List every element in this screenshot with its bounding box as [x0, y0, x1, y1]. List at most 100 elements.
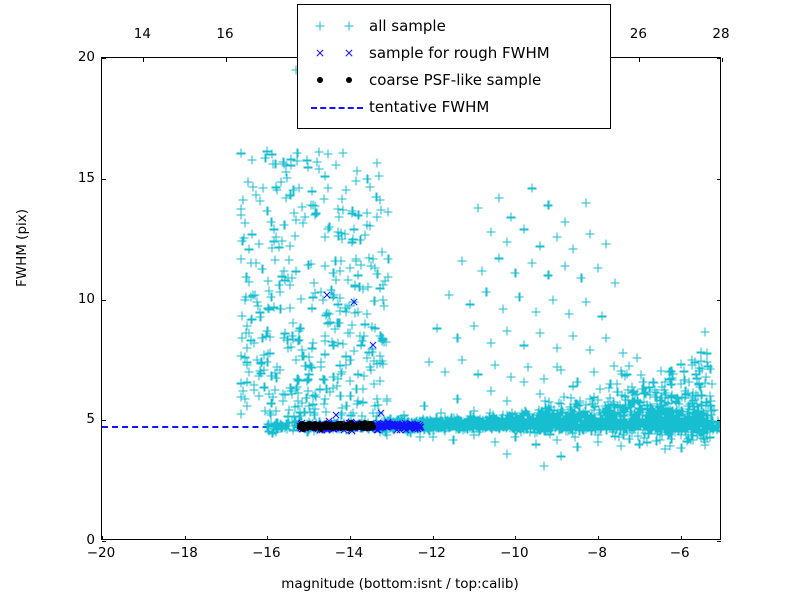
plus-marker [289, 208, 299, 218]
plus-marker [337, 194, 347, 204]
plus-marker [320, 336, 330, 346]
legend-item[interactable]: coarse PSF-like sample [307, 66, 601, 93]
plus-marker [369, 296, 379, 306]
plus-marker [263, 303, 273, 313]
plus-marker [565, 422, 575, 432]
plus-marker [629, 386, 639, 396]
plus-marker [351, 256, 361, 266]
plus-marker [291, 215, 301, 225]
legend-item[interactable]: all sample [307, 12, 601, 39]
plus-marker [519, 224, 529, 234]
plus-marker [502, 326, 512, 336]
plus-marker [283, 343, 293, 353]
plus-marker [568, 381, 578, 391]
plus-marker [334, 212, 344, 222]
plus-marker [247, 229, 257, 239]
plus-marker [332, 381, 342, 391]
plus-marker [244, 367, 254, 377]
plus-marker [237, 311, 247, 321]
plus-marker [613, 402, 623, 412]
plus-marker [309, 278, 319, 287]
plus-marker [238, 195, 248, 205]
plus-marker [333, 299, 343, 309]
plus-marker [292, 374, 302, 384]
plus-marker [514, 292, 524, 302]
plus-marker [399, 410, 409, 420]
plus-marker [262, 357, 272, 367]
plus-marker [252, 297, 262, 307]
cross-marker [323, 290, 332, 299]
plus-marker [452, 333, 462, 343]
cross-marker [384, 419, 393, 428]
plus-marker [369, 379, 379, 389]
plus-marker [266, 398, 276, 408]
plus-marker [465, 299, 475, 309]
plus-marker [259, 350, 269, 360]
plus-marker [316, 362, 326, 372]
plus-marker [510, 420, 520, 430]
plus-marker [552, 435, 562, 445]
plus-marker [552, 232, 562, 242]
plus-marker [572, 377, 582, 387]
plus-marker [717, 427, 720, 436]
plus-marker [348, 408, 358, 418]
plus-marker [376, 205, 386, 215]
plus-marker [312, 157, 322, 167]
plus-marker [246, 258, 256, 268]
plus-marker [240, 394, 250, 403]
plus-marker [259, 365, 269, 375]
legend-item[interactable]: tentative FWHM [307, 93, 601, 120]
legend-label: tentative FWHM [369, 97, 490, 116]
plus-marker [239, 233, 249, 243]
plus-marker [585, 229, 595, 239]
plus-marker [236, 148, 246, 158]
plus-marker [627, 397, 637, 407]
cross-marker [316, 48, 325, 57]
plus-marker [254, 239, 264, 249]
plus-marker [293, 388, 303, 398]
plus-marker [634, 408, 644, 418]
plus-marker [374, 171, 384, 181]
y-axis-label: FWHM (pix) [14, 208, 30, 288]
dot-marker [306, 424, 313, 430]
plus-marker [566, 393, 576, 403]
legend-item[interactable]: sample for rough FWHM [307, 39, 601, 66]
plus-marker [349, 224, 359, 234]
y-tick-label: 5 [86, 411, 95, 428]
plus-marker [655, 435, 665, 445]
plus-marker [576, 273, 586, 283]
plus-marker [637, 384, 647, 394]
plus-marker [545, 405, 555, 415]
plus-marker [295, 323, 305, 333]
x-tick [184, 535, 186, 540]
plus-marker [671, 396, 681, 406]
plus-marker [371, 192, 381, 202]
plus-marker [527, 183, 537, 193]
plus-marker [432, 323, 442, 333]
plus-marker [309, 408, 319, 418]
x-tick-label: −10 [500, 545, 529, 561]
plus-marker [352, 166, 362, 176]
x-tick-label: −6 [669, 545, 690, 561]
plus-marker [240, 218, 250, 228]
plus-marker [559, 392, 569, 402]
plus-marker [593, 430, 603, 440]
legend-marker [307, 16, 369, 36]
plus-marker [702, 348, 712, 358]
plus-marker [357, 336, 367, 346]
plus-marker [351, 176, 361, 186]
plus-marker [473, 369, 483, 379]
dot-marker [365, 421, 372, 428]
plus-marker [641, 420, 651, 430]
plus-marker [676, 430, 686, 440]
plus-marker [457, 256, 467, 266]
plus-marker [624, 434, 634, 444]
plus-marker [585, 345, 595, 355]
plus-marker [330, 256, 340, 266]
plus-marker [510, 268, 520, 278]
plus-marker [498, 304, 508, 314]
plus-marker [481, 287, 491, 297]
plus-marker [378, 280, 388, 290]
plus-marker [519, 340, 529, 350]
plus-marker [688, 435, 698, 445]
